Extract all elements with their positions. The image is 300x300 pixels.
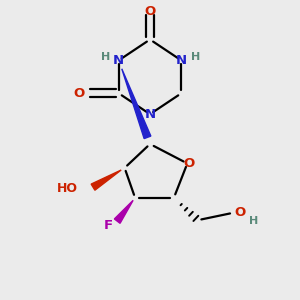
Polygon shape	[91, 170, 121, 190]
Text: H: H	[191, 52, 200, 62]
Text: O: O	[74, 87, 85, 100]
Text: N: N	[113, 54, 124, 67]
Text: N: N	[144, 108, 156, 121]
Text: O: O	[234, 206, 245, 219]
Text: N: N	[176, 54, 187, 67]
Text: O: O	[144, 4, 156, 18]
Polygon shape	[122, 69, 151, 139]
Text: F: F	[103, 219, 113, 232]
Text: H: H	[248, 216, 258, 226]
Polygon shape	[114, 200, 133, 223]
Text: H: H	[101, 52, 111, 62]
Text: HO: HO	[57, 182, 78, 195]
Text: O: O	[183, 157, 194, 170]
